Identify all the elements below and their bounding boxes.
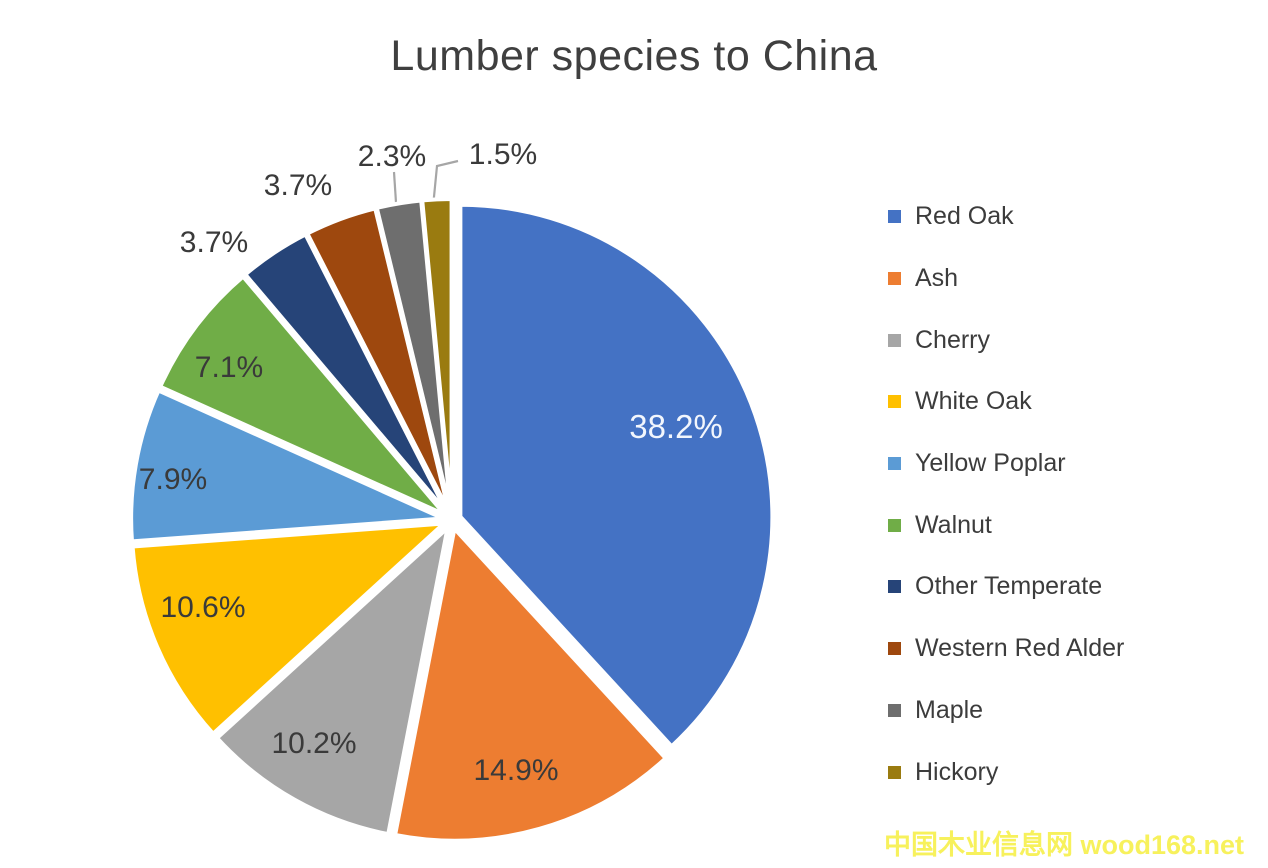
pie-slice-hickory: [420, 197, 454, 514]
pie-slice-red-oak: [458, 202, 775, 749]
pie-slice-other-temperate: [243, 232, 450, 515]
pie-label-other-temperate: 3.7%: [179, 226, 249, 259]
pie-slice-walnut: [158, 274, 447, 517]
chart-title: Lumber species to China: [390, 32, 878, 80]
pie-label-red-oak: 38.2%: [629, 408, 723, 445]
legend-swatch-ash: [888, 272, 901, 286]
pie-label-maple: 2.3%: [357, 140, 427, 173]
pie-label-hickory: 1.5%: [468, 138, 538, 171]
legend-label-maple: Maple: [915, 695, 984, 724]
legend-swatch-red-oak: [888, 210, 901, 224]
pie-label-white-oak: 10.6%: [160, 591, 246, 624]
legend-swatch-yellow-poplar: [888, 457, 901, 471]
legend-swatch-other-temperate: [888, 580, 901, 594]
legend-item-western-red-alder: Western Red Alder: [888, 618, 1124, 680]
legend-label-red-oak: Red Oak: [915, 202, 1014, 231]
legend-item-hickory: Hickory: [888, 741, 1124, 803]
pie-label-western-red-alder: 3.7%: [263, 169, 333, 202]
pie-label-walnut: 7.1%: [194, 351, 264, 384]
legend-item-yellow-poplar: Yellow Poplar: [888, 433, 1124, 495]
pie-label-cherry: 10.2%: [271, 727, 357, 760]
legend-swatch-western-red-alder: [888, 642, 901, 656]
legend-label-ash: Ash: [915, 264, 959, 293]
legend-item-maple: Maple: [888, 680, 1124, 742]
pie-slice-ash: [393, 526, 668, 843]
pie-slice-white-oak: [130, 521, 446, 736]
legend-swatch-white-oak: [888, 395, 901, 409]
pie-slice-cherry: [215, 525, 450, 837]
legend-swatch-walnut: [888, 518, 901, 532]
pie-label-ash: 14.9%: [473, 754, 559, 787]
legend-label-yellow-poplar: Yellow Poplar: [915, 449, 1066, 478]
legend-label-hickory: Hickory: [915, 757, 999, 786]
legend-item-other-temperate: Other Temperate: [888, 556, 1124, 618]
legend-swatch-cherry: [888, 333, 901, 347]
legend-item-red-oak: Red Oak: [888, 186, 1124, 248]
pie-label-yellow-poplar: 7.9%: [138, 463, 208, 496]
legend-label-white-oak: White Oak: [915, 387, 1032, 416]
pie-slice-yellow-poplar: [129, 388, 446, 544]
legend-item-walnut: Walnut: [888, 494, 1124, 556]
legend-swatch-maple: [888, 703, 901, 717]
legend-label-cherry: Cherry: [915, 325, 991, 354]
watermark: 中国木业信息网 wood168.net: [883, 830, 1244, 860]
legend-label-other-temperate: Other Temperate: [915, 572, 1103, 601]
legend-item-ash: Ash: [888, 248, 1124, 310]
legend-swatch-hickory: [888, 765, 901, 779]
leader-line-hickory: [431, 159, 459, 208]
legend-item-white-oak: White Oak: [888, 371, 1124, 433]
legend: Red Oak Ash Cherry White Oak Yellow Poplar Wa…: [888, 186, 1124, 803]
legend-item-cherry: Cherry: [888, 309, 1124, 371]
legend-label-walnut: Walnut: [915, 510, 992, 539]
legend-label-western-red-alder: Western Red Alder: [915, 634, 1125, 663]
